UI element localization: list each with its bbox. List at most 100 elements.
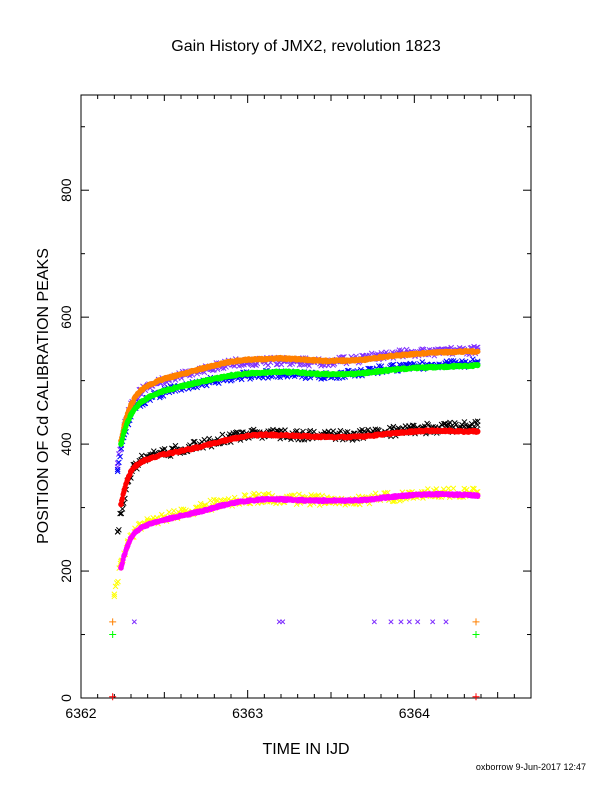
data-point (445, 485, 452, 492)
data-point (361, 497, 368, 503)
data-point (394, 493, 401, 499)
plot-border (80, 94, 532, 699)
data-point (228, 500, 234, 506)
data-point (261, 356, 268, 362)
data-point (128, 468, 134, 475)
data-point (390, 361, 397, 368)
data-point (411, 428, 418, 435)
data-point (378, 431, 384, 438)
data-point (461, 419, 468, 425)
series-5 (118, 427, 481, 508)
reference-marker (443, 619, 449, 625)
data-point (228, 358, 234, 365)
y-axis: 0 200 400 600 800 (58, 126, 531, 702)
data-point (219, 431, 226, 438)
data-point (411, 365, 418, 371)
data-point (469, 356, 476, 363)
data-point (378, 368, 384, 374)
x-tick-label: 6362 (65, 705, 96, 721)
data-point (444, 491, 451, 498)
data-point (228, 436, 234, 442)
data-point (153, 391, 159, 397)
data-point (197, 500, 204, 507)
x-axis: 6362 6363 6364 (65, 95, 532, 721)
data-point (278, 432, 284, 439)
data-point (244, 433, 251, 439)
reference-marker (398, 619, 404, 625)
data-point (311, 357, 318, 364)
data-point (215, 380, 222, 386)
data-point (261, 369, 268, 376)
data-point (138, 452, 145, 459)
data-series (111, 343, 481, 600)
reference-marker (388, 619, 394, 625)
data-point (474, 348, 481, 355)
data-point (178, 513, 184, 519)
data-point (411, 351, 418, 357)
data-point (133, 393, 139, 399)
data-point (444, 427, 451, 434)
data-point (138, 459, 144, 465)
data-point (474, 362, 481, 369)
data-point (118, 501, 124, 508)
data-point (161, 387, 168, 394)
data-point (211, 504, 218, 511)
data-point (461, 348, 468, 355)
data-point (328, 434, 334, 440)
data-point (361, 433, 368, 440)
data-point (474, 492, 481, 499)
data-point (116, 459, 122, 466)
data-point (461, 423, 468, 430)
data-point (191, 438, 198, 445)
reference-marker (472, 631, 480, 639)
data-point (118, 565, 124, 571)
data-point (117, 510, 123, 517)
reference-marker (472, 693, 480, 701)
data-point (144, 456, 151, 463)
data-point (124, 419, 131, 425)
data-point (265, 490, 272, 497)
data-point (138, 399, 144, 406)
data-point (121, 487, 128, 493)
data-point (194, 509, 201, 515)
data-point (378, 354, 384, 360)
chart-title: Gain History of JMX2, revolution 1823 (171, 38, 441, 55)
data-point (411, 492, 418, 498)
data-point (294, 433, 301, 439)
data-point (328, 358, 334, 364)
data-point (328, 497, 334, 504)
data-point (294, 356, 301, 362)
data-point (138, 525, 144, 531)
data-point (328, 371, 334, 378)
data-point (428, 491, 434, 498)
series-3 (118, 362, 481, 447)
data-point (144, 394, 151, 401)
data-point (278, 368, 284, 375)
data-point (161, 451, 168, 458)
series-7 (118, 490, 481, 571)
data-point (394, 429, 401, 436)
data-point (153, 519, 159, 525)
data-point (194, 379, 201, 386)
reference-marker (131, 619, 137, 625)
data-point (244, 356, 251, 363)
data-point (361, 370, 368, 376)
data-point (461, 428, 468, 435)
data-point (124, 476, 131, 482)
data-point (244, 497, 251, 504)
data-point (121, 428, 128, 435)
data-point (450, 485, 457, 492)
data-point (117, 453, 123, 460)
data-point (111, 591, 118, 598)
data-point (124, 542, 131, 549)
x-axis-label: TIME IN IJD (262, 741, 349, 758)
y-tick-label: 400 (58, 432, 74, 456)
data-point (294, 497, 301, 503)
y-axis-label: POSITION OF Cd CALIBRATION PEAKS (35, 248, 52, 544)
data-point (211, 375, 218, 382)
data-point (111, 593, 118, 600)
data-point (228, 372, 234, 379)
data-point (453, 421, 459, 428)
reference-marker (406, 619, 412, 625)
